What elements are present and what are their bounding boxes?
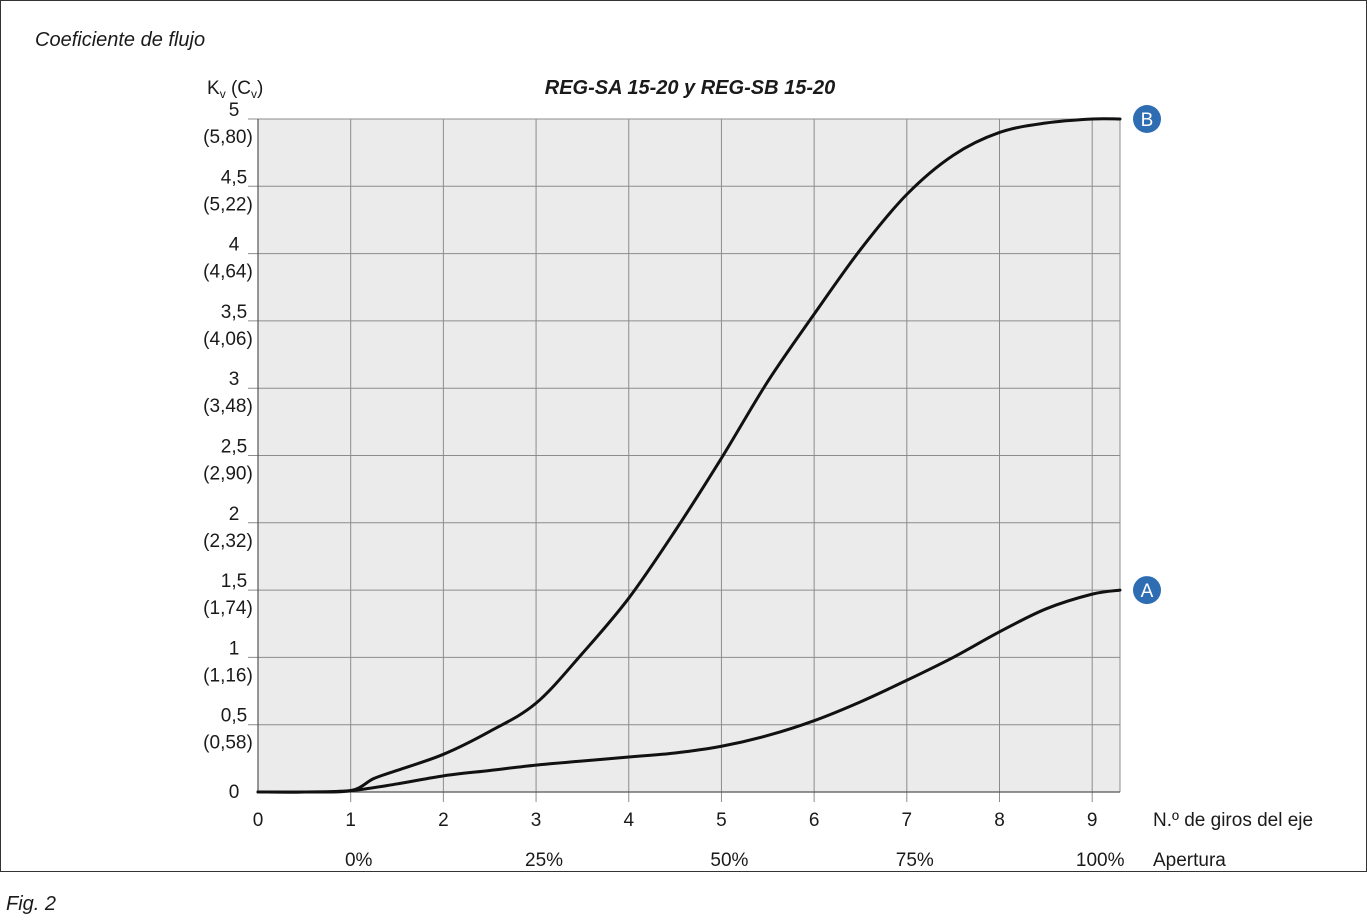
axes [257, 119, 1120, 793]
page-heading: Coeficiente de flujo [35, 29, 206, 51]
tick-labels: 0 0,5 (0,58) 1 (1,16) 1,5 (1,74) 2 (2,32) 2,5 (2,9… [203, 100, 1124, 871]
series-group: AB [256, 105, 1161, 794]
x-tick-label: 8 [994, 810, 1005, 831]
chart-title: REG-SA 15-20 y REG-SB 15-20 [545, 77, 835, 99]
y-tick-label: 2,5 [221, 437, 247, 458]
y-tick-label: 4,5 [221, 167, 247, 188]
figure-caption: Fig. 2 [6, 893, 57, 915]
x2-tick-label: 100% [1076, 850, 1125, 871]
x2-tick-label: 75% [896, 850, 934, 871]
x-tick-label: 5 [716, 810, 727, 831]
x-tick-label: 2 [438, 810, 449, 831]
x2-tick-label: 50% [710, 850, 748, 871]
x-tick-label: 9 [1087, 810, 1098, 831]
x2-tick-label: 25% [525, 850, 563, 871]
x2-axis-label: Apertura [1153, 850, 1226, 871]
series-line-b [256, 117, 1122, 794]
x-axis-label: N.º de giros del eje [1153, 810, 1313, 831]
x-tick-label: 4 [623, 810, 634, 831]
y-tick-label: 0,5 [221, 706, 247, 727]
y-tick-alt-label: (2,32) [203, 531, 253, 552]
y-tick-alt-label: (4,64) [203, 262, 253, 283]
series-marker-label: A [1141, 581, 1154, 602]
y-tick-label: 3,5 [221, 302, 247, 323]
y-tick-label: 1 [229, 638, 240, 659]
series-marker-a [1133, 576, 1161, 605]
y-tick-alt-label: (4,06) [203, 329, 253, 350]
y-tick-label: 3 [229, 369, 240, 390]
x-tick-label: 0 [253, 810, 264, 831]
y-tick-label: 0 [229, 782, 240, 803]
series-marker-b [1133, 105, 1161, 133]
y-tick-label: 5 [229, 100, 240, 121]
series-line-a [256, 588, 1122, 794]
y-tick-alt-label: (1,16) [203, 665, 253, 686]
y-tick-alt-label: (5,80) [203, 127, 253, 148]
x-tick-label: 7 [902, 810, 913, 831]
y-tick-alt-label: (5,22) [203, 194, 253, 215]
y-tick-label: 4 [229, 235, 240, 256]
y-tick-alt-label: (3,48) [203, 396, 253, 417]
x-tick-label: 6 [809, 810, 820, 831]
x-tick-label: 1 [345, 810, 356, 831]
x-tick-label: 3 [531, 810, 542, 831]
y-tick-alt-label: (2,90) [203, 464, 253, 485]
x2-tick-label: 0% [345, 850, 373, 871]
y-tick-alt-label: (1,74) [203, 598, 253, 619]
y-tick-label: 1,5 [221, 571, 247, 592]
series-marker-label: B [1141, 110, 1154, 131]
y-tick-label: 2 [229, 504, 240, 525]
grid [248, 118, 1121, 802]
y-axis-label: Kv (Cv) [207, 78, 263, 101]
y-tick-alt-label: (0,58) [203, 733, 253, 754]
